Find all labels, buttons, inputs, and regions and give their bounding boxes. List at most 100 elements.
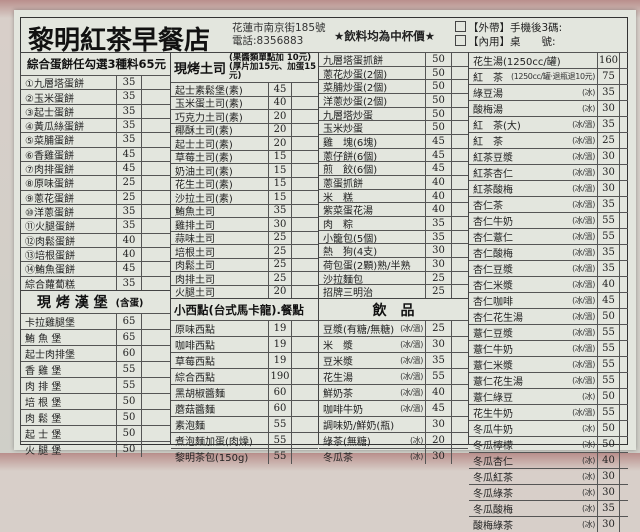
quantity-cell[interactable]	[291, 285, 318, 298]
quantity-cell[interactable]	[291, 164, 318, 177]
quantity-cell[interactable]	[619, 405, 628, 420]
dinein-option[interactable]: 【內用】桌 號:	[455, 35, 562, 49]
quantity-cell[interactable]	[619, 437, 628, 452]
quantity-cell[interactable]	[141, 161, 170, 176]
quantity-cell[interactable]	[141, 410, 170, 425]
quantity-cell[interactable]	[451, 121, 468, 135]
quantity-cell[interactable]	[451, 244, 468, 258]
quantity-cell[interactable]	[291, 204, 318, 217]
quantity-cell[interactable]	[141, 90, 170, 104]
quantity-cell[interactable]	[451, 258, 468, 271]
quantity-cell[interactable]	[141, 378, 170, 393]
quantity-cell[interactable]	[291, 433, 318, 448]
quantity-cell[interactable]	[141, 247, 170, 262]
quantity-cell[interactable]	[291, 401, 318, 416]
quantity-cell[interactable]	[619, 101, 628, 116]
quantity-cell[interactable]	[291, 231, 318, 244]
quantity-cell[interactable]	[141, 190, 170, 204]
quantity-cell[interactable]	[141, 176, 170, 190]
quantity-cell[interactable]	[141, 147, 170, 161]
quantity-cell[interactable]	[291, 245, 318, 258]
quantity-cell[interactable]	[451, 321, 468, 336]
quantity-cell[interactable]	[619, 213, 628, 228]
quantity-cell[interactable]	[451, 285, 468, 299]
quantity-cell[interactable]	[451, 337, 468, 352]
quantity-cell[interactable]	[451, 230, 468, 244]
quantity-cell[interactable]	[291, 150, 318, 163]
quantity-cell[interactable]	[291, 258, 318, 271]
quantity-cell[interactable]	[141, 276, 170, 290]
quantity-cell[interactable]	[291, 83, 318, 96]
quantity-cell[interactable]	[451, 189, 468, 203]
quantity-cell[interactable]	[291, 177, 318, 190]
quantity-cell[interactable]	[291, 353, 318, 368]
quantity-cell[interactable]	[291, 123, 318, 136]
quantity-cell[interactable]	[141, 204, 170, 219]
quantity-cell[interactable]	[619, 485, 628, 500]
quantity-cell[interactable]	[451, 271, 468, 285]
quantity-cell[interactable]	[451, 66, 468, 80]
quantity-cell[interactable]	[619, 517, 628, 532]
quantity-cell[interactable]	[619, 341, 628, 356]
quantity-cell[interactable]	[451, 176, 468, 189]
quantity-cell[interactable]	[291, 137, 318, 150]
quantity-cell[interactable]	[619, 165, 628, 180]
quantity-cell[interactable]	[291, 218, 318, 231]
quantity-cell[interactable]	[619, 261, 628, 276]
quantity-cell[interactable]	[141, 262, 170, 276]
quantity-cell[interactable]	[619, 149, 628, 164]
quantity-cell[interactable]	[451, 148, 468, 162]
quantity-cell[interactable]	[619, 181, 628, 196]
quantity-cell[interactable]	[141, 233, 170, 247]
quantity-cell[interactable]	[451, 217, 468, 230]
quantity-cell[interactable]	[291, 369, 318, 384]
quantity-cell[interactable]	[451, 353, 468, 368]
quantity-cell[interactable]	[619, 117, 628, 132]
quantity-cell[interactable]	[451, 417, 468, 432]
quantity-cell[interactable]	[619, 453, 628, 468]
quantity-cell[interactable]	[451, 135, 468, 148]
quantity-cell[interactable]	[141, 314, 170, 329]
quantity-cell[interactable]	[291, 96, 318, 109]
quantity-cell[interactable]	[291, 321, 318, 336]
quantity-cell[interactable]	[451, 401, 468, 416]
quantity-cell[interactable]	[451, 94, 468, 107]
quantity-cell[interactable]	[451, 80, 468, 94]
quantity-cell[interactable]	[619, 277, 628, 292]
quantity-cell[interactable]	[141, 104, 170, 118]
quantity-cell[interactable]	[619, 245, 628, 260]
quantity-cell[interactable]	[619, 469, 628, 484]
quantity-cell[interactable]	[619, 229, 628, 244]
quantity-cell[interactable]	[451, 433, 468, 448]
quantity-cell[interactable]	[619, 133, 628, 148]
quantity-cell[interactable]	[451, 162, 468, 176]
quantity-cell[interactable]	[619, 293, 628, 308]
quantity-cell[interactable]	[141, 442, 170, 457]
takeout-checkbox[interactable]	[455, 21, 466, 32]
quantity-cell[interactable]	[619, 309, 628, 324]
quantity-cell[interactable]	[451, 369, 468, 384]
quantity-cell[interactable]	[619, 69, 628, 84]
quantity-cell[interactable]	[451, 449, 468, 464]
quantity-cell[interactable]	[619, 357, 628, 372]
quantity-cell[interactable]	[451, 203, 468, 217]
quantity-cell[interactable]	[291, 385, 318, 400]
quantity-cell[interactable]	[619, 197, 628, 212]
quantity-cell[interactable]	[619, 85, 628, 100]
quantity-cell[interactable]	[451, 385, 468, 400]
quantity-cell[interactable]	[619, 501, 628, 516]
quantity-cell[interactable]	[141, 330, 170, 345]
quantity-cell[interactable]	[291, 272, 318, 285]
quantity-cell[interactable]	[141, 133, 170, 147]
quantity-cell[interactable]	[619, 325, 628, 340]
quantity-cell[interactable]	[141, 346, 170, 361]
quantity-cell[interactable]	[291, 110, 318, 123]
quantity-cell[interactable]	[141, 118, 170, 133]
quantity-cell[interactable]	[141, 219, 170, 233]
quantity-cell[interactable]	[291, 337, 318, 352]
quantity-cell[interactable]	[619, 421, 628, 436]
quantity-cell[interactable]	[141, 394, 170, 409]
takeout-option[interactable]: 【外帶】手機後3碼:	[455, 21, 562, 35]
quantity-cell[interactable]	[291, 417, 318, 432]
quantity-cell[interactable]	[619, 373, 628, 388]
